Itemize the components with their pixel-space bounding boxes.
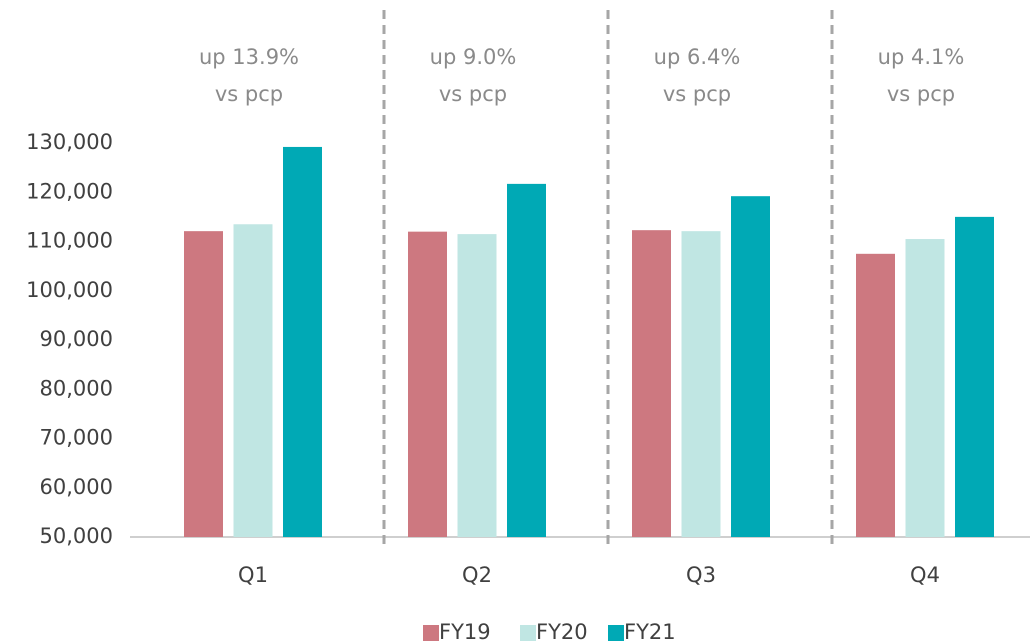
y-tick-label: 120,000 — [26, 179, 113, 203]
x-tick-label: Q4 — [910, 563, 940, 587]
annotation: vs pcp — [663, 82, 731, 106]
y-tick-label: 60,000 — [40, 475, 113, 499]
legend-label: FY21 — [624, 620, 676, 643]
y-tick-label: 130,000 — [26, 130, 113, 154]
bar — [632, 230, 671, 538]
legend-label: FY19 — [439, 620, 491, 643]
legend-label: FY20 — [536, 620, 588, 643]
bar — [905, 239, 945, 537]
y-tick-label: 90,000 — [40, 327, 113, 351]
y-tick-label: 100,000 — [26, 278, 113, 302]
bar — [856, 253, 895, 537]
annotation: up 4.1% — [878, 45, 965, 69]
bar — [408, 231, 447, 537]
annotation: vs pcp — [887, 82, 955, 106]
x-tick-label: Q1 — [238, 563, 268, 587]
y-tick-label: 80,000 — [40, 376, 113, 400]
legend-swatch — [423, 625, 439, 641]
legend-swatch — [520, 625, 536, 641]
bar — [507, 183, 546, 537]
bar — [457, 234, 497, 538]
y-tick-label: 110,000 — [26, 229, 113, 253]
bar — [283, 146, 322, 537]
bar — [681, 231, 721, 537]
x-tick-label: Q2 — [462, 563, 492, 587]
annotation: vs pcp — [215, 82, 283, 106]
legend-swatch — [608, 625, 624, 641]
bar — [955, 216, 994, 537]
annotation: up 6.4% — [654, 45, 741, 69]
x-tick-label: Q3 — [686, 563, 716, 587]
bar — [184, 231, 223, 537]
y-tick-label: 70,000 — [40, 426, 113, 450]
bar — [731, 196, 770, 537]
y-tick-label: 50,000 — [40, 524, 113, 548]
bar — [233, 224, 273, 537]
annotation: vs pcp — [439, 82, 507, 106]
annotation: up 9.0% — [430, 45, 517, 69]
annotation: up 13.9% — [199, 45, 299, 69]
